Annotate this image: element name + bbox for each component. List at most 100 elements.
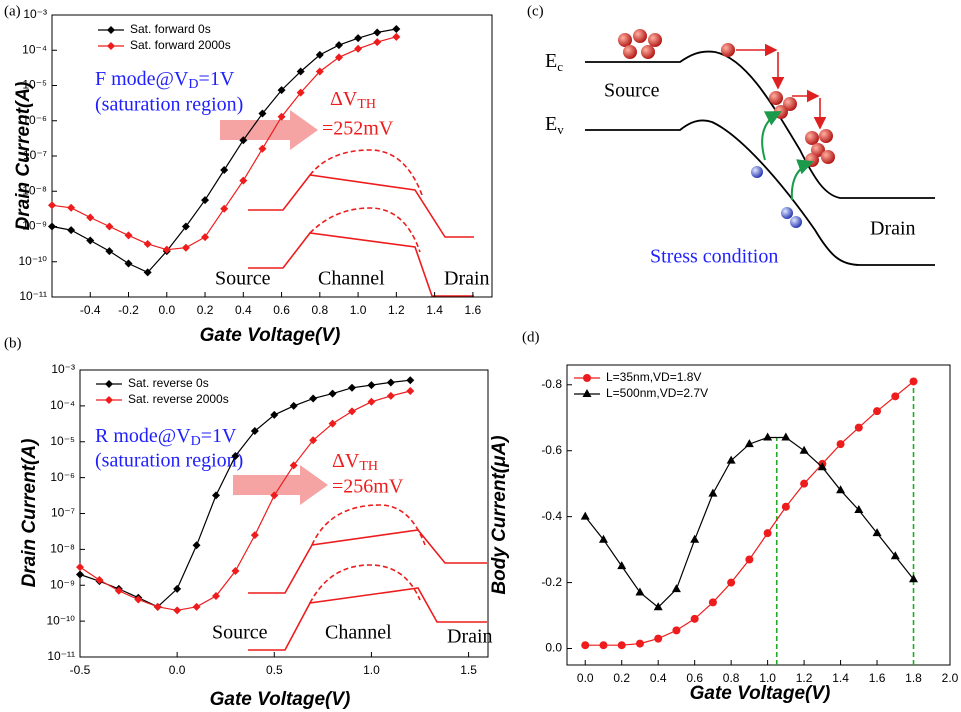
marker [817,462,827,471]
marker [727,578,736,587]
marker [48,222,56,231]
inset-band [248,174,474,238]
marker [162,245,171,254]
marker [328,389,337,398]
y-tick-label: 10⁻¹¹ [19,289,47,303]
marker [328,419,337,428]
marker [799,445,809,454]
plot-frame [51,14,493,298]
marker [392,25,401,34]
marker [201,233,210,242]
marker [192,541,201,550]
y-tick-label: 0.0 [545,641,562,655]
marker [854,505,864,514]
marker [763,529,772,538]
y-tick-label: 10⁻¹¹ [47,649,75,663]
marker [212,491,220,500]
band-label-part: E [545,50,557,72]
marker [386,378,395,387]
band-diagram [585,29,935,266]
y-tick-label: 10⁻³ [51,362,75,376]
marker [909,574,919,583]
marker [348,383,356,392]
marker [873,407,882,416]
marker [653,602,663,611]
inset-band [309,207,421,253]
annotation-part: R mode@V [95,425,191,447]
marker [231,566,240,575]
marker [599,641,608,650]
marker [173,584,182,593]
marker [654,634,663,643]
marker [181,222,190,231]
marker [258,144,267,153]
region-label: Source [604,80,660,102]
marker [800,479,809,488]
marker [334,53,343,62]
marker [76,563,84,572]
band-label-part: c [557,59,563,74]
y-tick-label: 10⁻⁸ [22,183,47,197]
marker [580,511,590,520]
band-label: Ec [545,50,563,74]
x-tick-label: 0.4 [235,303,252,317]
marker [231,452,240,461]
marker [76,570,84,579]
marker [890,551,900,560]
marker [726,455,736,464]
y-tick-label: 10⁻⁷ [23,148,47,162]
x-tick-label: 1.4 [426,303,443,317]
legend-label: Sat. reverse 0s [128,376,209,390]
legend-label: Sat. reverse 2000s [128,392,229,406]
marker [386,391,395,400]
marker [296,88,305,97]
x-axis-title: Gate Voltage(V) [200,325,341,346]
x-tick-label: 0.0 [158,303,175,317]
marker [690,534,700,543]
x-tick-label: 0.8 [723,671,740,685]
marker [334,41,343,50]
marker [220,166,229,175]
x-tick-label: 0.5 [266,663,283,677]
marker [745,555,754,564]
marker [296,67,305,76]
marker [239,136,248,145]
holes [751,166,802,228]
marker [309,394,318,403]
legend-label: Sat. forward 2000s [130,38,231,52]
y-axis-title: Body Current(μA) [489,435,510,594]
y-axis-title: Drain Current(A) [13,82,34,231]
marker [744,439,754,448]
marker [617,561,627,570]
x-tick-label: 1.2 [796,671,813,685]
marker [134,595,143,604]
marker [598,534,608,543]
x-tick-label: 0.2 [197,303,214,317]
marker [392,32,401,41]
inset-label: Source [215,268,271,290]
legend-marker [105,380,113,388]
series-line [79,390,411,611]
marker [708,488,718,497]
marker [270,491,279,500]
marker [67,226,76,235]
y-tick-label: 10⁻⁴ [22,42,47,56]
x-axis-title: Gate Voltage(V) [690,683,831,704]
y-tick-label: 10⁻³ [23,7,47,21]
marker [635,639,644,648]
panel-label: (b) [4,335,22,351]
x-tick-label: 1.0 [350,303,367,317]
inset-label: Channel [325,622,392,644]
marker [258,109,267,118]
x-tick-label: -0.5 [70,663,91,677]
legend-marker [583,374,591,382]
marker [348,407,356,416]
x-tick-label: 0.6 [686,671,703,685]
band-label-part: v [557,122,564,137]
x-tick-label: -0.4 [80,303,101,317]
marker [86,213,95,222]
panel-label: (d) [522,329,540,345]
marker [173,606,182,615]
inset-band [311,504,426,546]
annotation-part: ΔV [332,450,360,472]
